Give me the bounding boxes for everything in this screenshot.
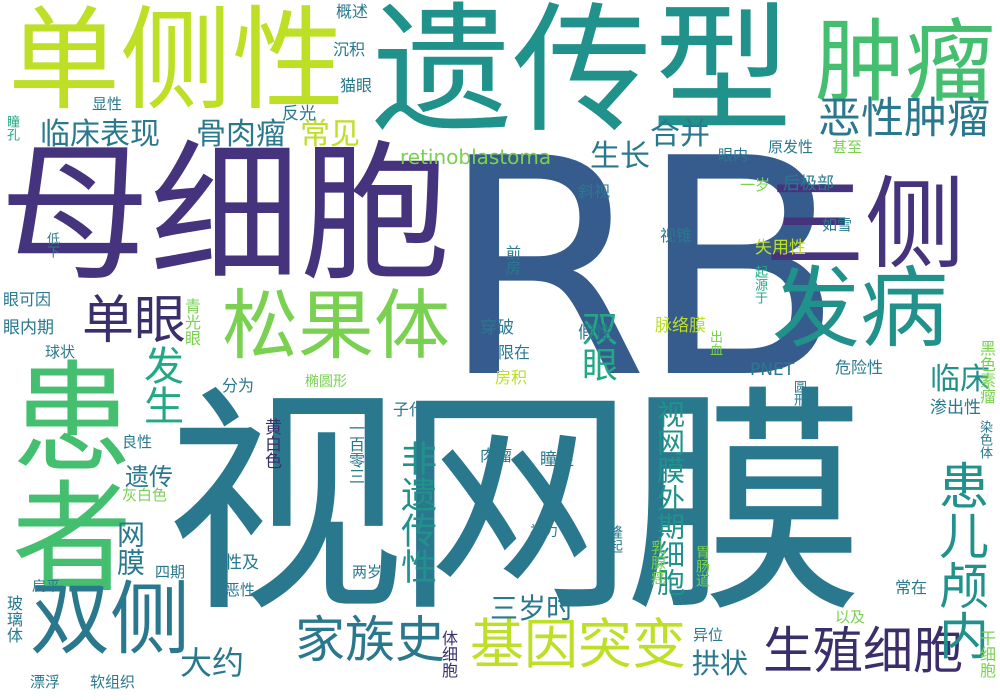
word-retinoblastoma: retinoblastoma: [400, 145, 552, 169]
word-linchuang: 临床: [930, 362, 990, 397]
word-shiyongxing: 失用性: [755, 238, 806, 258]
word-fanguang: 反光: [282, 104, 316, 124]
word-shengzhixibao: 生殖细胞: [763, 622, 963, 680]
word-qianfang: 前房: [504, 245, 522, 275]
word-chuanpo: 穿破: [480, 318, 514, 338]
word-waiqixibao: 视网膜外期细胞: [653, 400, 686, 596]
word-piaofu: 漂浮: [30, 673, 61, 691]
word-danceixing: 单侧性: [8, 0, 344, 126]
word-huanerlunei: 患儿颅内: [931, 460, 989, 660]
word-ganxibao: 干细胞: [977, 630, 996, 678]
word-huibaise: 灰白色: [122, 486, 168, 504]
word-xieshi: 斜视: [578, 182, 611, 201]
word-siqi: 四期: [155, 563, 186, 581]
word-mailuomo: 脉络膜: [655, 316, 706, 336]
word-zidai: 子代: [393, 400, 426, 419]
word-rb: RB: [440, 95, 844, 444]
word-ruxue: 如雪: [822, 216, 853, 234]
word-dixia: 低下: [44, 232, 59, 258]
word-chuxue: 出血: [707, 330, 722, 356]
word-exingzhongliu: 恶性肿瘤: [818, 94, 990, 144]
word-tongkong: 瞳孔: [4, 115, 19, 141]
word-pnet: PNET: [750, 360, 795, 380]
word-weixianxing: 危险性: [835, 358, 884, 377]
word-yibailingsan: 一百零三: [346, 420, 365, 484]
word-fenwei: 分为: [222, 376, 255, 395]
word-shizhui: 视锥: [660, 226, 693, 245]
word-yuanxing: 圆形: [791, 380, 806, 406]
word-liangsui: 两岁: [352, 563, 383, 581]
word-ruxianai: 乳腺癌: [649, 540, 667, 585]
word-sance: 三侧: [765, 166, 965, 283]
word-linchuangbiaoxian: 临床表现: [40, 117, 160, 152]
word-shenchuxing: 渗出性: [930, 398, 981, 418]
word-fabing: 发病: [772, 257, 949, 360]
word-muxibao: 母细胞: [0, 128, 451, 302]
word-songguoti: 松果体: [222, 281, 450, 370]
word-longqi: 隆起: [607, 525, 623, 553]
word-jiazushi: 家族史: [295, 611, 445, 669]
word-heisesuliu: 黑色素瘤: [977, 340, 996, 404]
word-qiyuanyu: 起源于: [752, 265, 767, 304]
word-ranseti: 染色体: [977, 420, 992, 459]
word-shengzhang: 生长: [590, 139, 650, 174]
word-houjibu: 后极部: [783, 174, 834, 194]
word-gongzhuang: 拱状: [692, 647, 749, 680]
word-shiwangmo: 视网膜: [165, 365, 865, 645]
word-yankeyin: 眼可因: [3, 290, 52, 309]
word-shenzhi: 甚至: [832, 138, 863, 156]
word-fangji: 房积: [495, 368, 528, 387]
word-huanzhe: 患者: [0, 355, 130, 595]
word-qingguangyan: 青光眼: [182, 298, 201, 346]
word-zhongliu: 肿瘤: [815, 10, 995, 115]
word-yannei: 眼内: [718, 146, 749, 164]
word-dayue: 大约: [180, 644, 245, 682]
word-weichangdao: 胃肠道: [694, 545, 710, 587]
word-hebing: 合并: [650, 117, 710, 152]
word-changzai: 常在: [895, 578, 928, 597]
word-jiyintubian: 基因突变: [470, 613, 686, 676]
word-yisui: 一岁: [740, 176, 771, 194]
word-qiuzhuang: 球状: [45, 343, 76, 361]
word-huangbaise: 黄白色: [261, 418, 281, 469]
word-tuoyuanxing: 椭圆形: [305, 374, 347, 390]
word-changjian: 常见: [300, 117, 360, 152]
word-xianxing: 显性: [92, 95, 123, 113]
word-chenji: 沉积: [333, 40, 366, 59]
word-shuangyan: 双眼: [576, 310, 617, 382]
word-yichuan: 遗传: [125, 463, 173, 491]
word-yanneiqi: 眼内期: [3, 318, 54, 338]
word-xianzai: 限在: [498, 343, 531, 362]
word-danyan: 单眼: [82, 291, 187, 351]
word-xingji: 性及: [225, 553, 259, 573]
word-boliti: 玻璃体: [4, 595, 23, 643]
word-liangxing: 良性: [122, 433, 153, 451]
word-wangmo: 网膜: [113, 520, 146, 576]
word-tongzheng: 瞳症: [540, 450, 574, 470]
word-yuanfaxing: 原发性: [768, 138, 814, 156]
word-shili: 视力: [530, 524, 558, 540]
word-gurouliu: 骨肉瘤: [196, 117, 286, 152]
word-gaishu: 概述: [336, 2, 369, 21]
word-fasheng: 发生: [137, 345, 183, 425]
word-exing: 恶性: [225, 581, 256, 599]
word-maoyan: 猫眼: [340, 76, 373, 95]
word-shuangce: 双侧: [30, 573, 190, 666]
word-ruanzuzhi: 软组织: [90, 673, 136, 691]
word-yichuanxing: 遗传型: [372, 0, 793, 153]
word-tixibao: 体细胞: [439, 630, 458, 678]
word-jiaxing: 假性: [578, 323, 612, 343]
word-rouliu: 肉瘤: [480, 446, 513, 465]
word-yiwei: 异位: [693, 626, 724, 644]
word-yiji: 以及: [835, 608, 866, 626]
word-feiyichuanxing: 非遗传性: [395, 440, 436, 584]
word-sansuishi: 三岁时: [490, 592, 575, 625]
word-bianping: 扁平: [32, 579, 60, 595]
